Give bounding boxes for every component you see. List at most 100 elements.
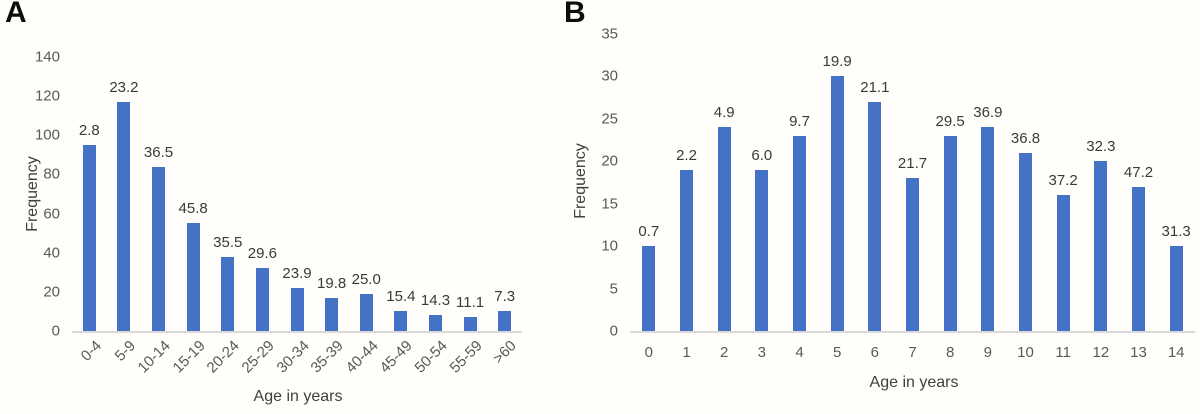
x-axis-tick-label: 45-49 (377, 337, 417, 377)
y-axis-tick-label: 25 (601, 110, 618, 128)
y-axis-tick-label: 60 (43, 205, 60, 223)
y-axis-tick-label: 35 (601, 25, 618, 43)
y-axis-tick-label: 120 (34, 87, 60, 105)
x-axis-tick-label: 5-9 (111, 337, 140, 365)
y-axis-tick-label: 80 (43, 165, 60, 183)
y-axis-tick-label: 5 (609, 280, 618, 298)
bar-value-label: 45.8 (178, 200, 208, 218)
bar-value-label: 6.0 (751, 146, 773, 164)
bar-12 (1094, 161, 1108, 331)
bar-value-label: 11.1 (456, 294, 485, 312)
bar-4 (793, 135, 806, 331)
y-axis-tick-label: 20 (601, 152, 618, 170)
bar-value-label: 36.9 (973, 104, 1003, 122)
bar-6 (868, 101, 882, 331)
bar-40-44 (359, 293, 373, 331)
x-axis-tick-label: 0 (644, 344, 653, 361)
y-axis-tick-label: 0 (609, 322, 618, 340)
panel-a-x-axis-title: Age in years (253, 388, 343, 405)
bar-value-label: 23.2 (109, 79, 139, 97)
y-axis-tick-label: 30 (601, 67, 618, 85)
panel-a-plot-area: 0 20 40 60 80 100 120 140 2.8 0-4 23.2 5-9 36.5 10-14… (35, 50, 522, 376)
bar-value-label: 32.3 (1086, 138, 1116, 156)
x-axis-tick-label: 25-29 (238, 337, 278, 377)
x-axis-tick-label: 20-24 (203, 337, 244, 377)
x-axis-tick-label: 2 (719, 344, 729, 361)
bar-value-label: 15.4 (386, 288, 416, 306)
x-axis-tick-label: 8 (945, 344, 955, 361)
bar-55-59 (463, 317, 477, 331)
y-axis-tick-label: 0 (51, 322, 60, 340)
bar-value-label: 36.5 (143, 143, 174, 161)
x-axis-tick-label: 40-44 (342, 337, 382, 377)
bar-value-label: 19.9 (822, 53, 852, 71)
bar-25-29 (255, 268, 269, 331)
bar-10 (1019, 152, 1032, 331)
x-axis-tick-label: 12 (1092, 344, 1110, 361)
x-axis-tick-label: 1 (682, 344, 691, 361)
x-axis-tick-label: 5 (832, 344, 842, 361)
x-axis-tick-label: 7 (908, 344, 917, 361)
panel-b-plot-area: 0 5 10 15 20 25 30 35 0.7 0 2.2 1 4.9 2 6.0 3 9.7 4 19.9 5 2… (601, 27, 1195, 360)
bar-value-label: 19.8 (317, 274, 347, 292)
bar-11 (1056, 195, 1070, 331)
x-axis-tick-label: 0-4 (77, 337, 105, 365)
x-axis-tick-label: 55-59 (446, 337, 486, 377)
x-axis-tick-label: 4 (795, 344, 804, 361)
bar-20-24 (221, 256, 235, 331)
x-axis-tick-label: 9 (983, 344, 992, 361)
bar-value-label: 29.5 (935, 112, 965, 130)
y-axis-tick-label: 140 (34, 48, 60, 66)
bar-value-label: 23.9 (282, 264, 312, 282)
bar-value-label: 14.3 (420, 292, 451, 310)
bar-value-label: 21.7 (897, 155, 928, 173)
bar-15-19 (186, 223, 200, 331)
bar-value-label: 4.9 (713, 104, 735, 122)
bar-45-49 (394, 311, 408, 331)
bar-35-39 (325, 297, 339, 331)
bar-0-4 (82, 145, 96, 331)
bar-value-label: 7.3 (494, 288, 516, 306)
y-axis-tick-label: 15 (601, 195, 618, 213)
x-axis-tick-label: 11 (1055, 344, 1071, 361)
panel-a: A Frequency 0 20 40 60 80 100 120 140 2.8 0-4 23.2… (0, 0, 552, 414)
panel-b-x-axis-title: Age in years (869, 374, 959, 391)
bar-8 (943, 135, 957, 331)
bar-30-34 (290, 287, 304, 331)
bar-50-54 (428, 315, 442, 331)
y-axis-tick-label: 40 (43, 244, 60, 262)
bar-value-label: 21.1 (860, 78, 890, 96)
bar-value-label: 47.2 (1123, 163, 1154, 181)
panel-a-letter: A (5, 0, 27, 29)
bar-3 (755, 169, 769, 331)
x-axis-tick-label: 10-14 (134, 337, 174, 377)
bar-value-label: 29.6 (247, 245, 277, 263)
x-axis-tick-label: 35-39 (307, 337, 347, 377)
bar-value-label: 35.5 (213, 233, 243, 251)
panel-b: B Frequency 0 5 10 15 20 25 30 35 0.7 0 2.2 1 4.9 2 6.… (552, 0, 1200, 414)
bar-14 (1169, 246, 1183, 331)
panel-b-letter: B (564, 0, 586, 29)
bar-1 (680, 169, 693, 331)
bar-value-label: 31.3 (1161, 223, 1191, 241)
y-axis-tick-label: 20 (43, 283, 60, 301)
x-axis-tick-label: 10 (1017, 344, 1034, 361)
bar-9 (981, 127, 995, 331)
bar-7 (906, 178, 919, 331)
bar-2 (717, 127, 731, 331)
x-axis-tick-label: 3 (757, 344, 766, 361)
x-axis-tick-label: 6 (870, 344, 879, 361)
x-axis-tick-label: 13 (1130, 344, 1147, 361)
bar-13 (1132, 186, 1145, 331)
bar-value-label: 2.2 (676, 146, 697, 164)
panel-a-y-axis-title: Frequency (24, 156, 41, 232)
y-axis-tick-label: 10 (601, 237, 618, 255)
x-axis-tick-label: >60 (489, 337, 521, 368)
x-axis-tick-label: 15-19 (169, 337, 209, 377)
x-axis-tick-label: 14 (1167, 344, 1185, 361)
bar-5-9 (117, 102, 131, 331)
x-axis-tick-label: 50-54 (411, 337, 451, 377)
y-axis-tick-label: 100 (34, 126, 60, 144)
bar-10-14 (152, 166, 166, 331)
bar-value-label: 25.0 (351, 270, 381, 288)
